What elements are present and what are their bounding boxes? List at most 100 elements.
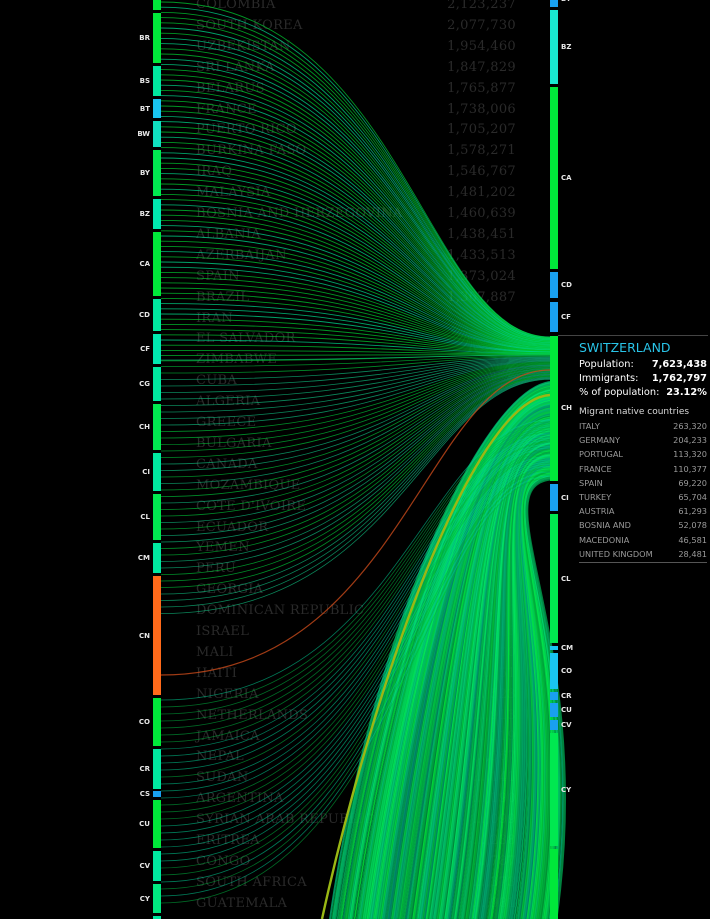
origin-bar[interactable] [153,199,161,229]
origin-name: SPAIN [579,477,603,488]
ranking-country-name: GUATEMALA [196,895,288,911]
destination-code-label: CO [561,667,573,675]
flow-line [160,100,551,343]
destination-bar[interactable] [550,720,558,730]
origin-code-label: BT [139,104,150,113]
destination-bar[interactable] [550,302,558,332]
flow-line [160,369,551,676]
percent-value: 23.12% [666,387,707,398]
flow-line [160,373,551,556]
flow-line [160,63,551,341]
origin-bar[interactable] [153,99,161,118]
flow-line [160,48,551,340]
destination-bar[interactable] [550,646,558,650]
origin-bar[interactable] [153,576,161,695]
destination-bar[interactable] [550,272,558,298]
origin-bar[interactable] [153,791,161,797]
origin-code-label: BS [139,77,150,85]
flow-line [160,365,551,478]
ranking-country-name: ERITREA [196,833,260,848]
destination-code-label: CM [561,644,574,652]
origin-code-label: CH [139,423,150,431]
flow-line [160,451,551,813]
origin-bar[interactable] [153,453,161,491]
origin-bar[interactable] [153,698,161,746]
origin-bar[interactable] [153,232,161,296]
origin-bar[interactable] [153,66,161,96]
destination-bar[interactable] [550,484,558,511]
origin-bar[interactable] [153,916,161,919]
highlight-rule [558,335,708,336]
destination-bar[interactable] [550,10,558,84]
origin-bar[interactable] [153,0,161,10]
origin-bar[interactable] [153,800,161,848]
origin-bar[interactable] [153,543,161,573]
origin-bar[interactable] [153,494,161,540]
destination-bar[interactable] [550,849,558,919]
destination-bar[interactable] [550,733,558,846]
flow-line [160,378,551,608]
destination-bar[interactable] [550,87,558,269]
ranking-country-name: CUBA [196,373,238,389]
ranking-row: GEORGIA [196,582,516,602]
flow-line [160,136,551,345]
destination-bar[interactable] [550,703,558,717]
origin-code-label: CF [140,345,150,353]
flow-line [160,378,551,614]
origin-bar[interactable] [153,334,161,364]
ranking-country-name: ARGENTINA [196,791,284,807]
flow-line [160,372,551,543]
flow-line [160,282,551,352]
origin-code-label: BY [139,169,150,177]
destination-bar[interactable] [550,514,558,643]
flow-line [160,89,551,342]
destination-bar[interactable] [550,336,558,481]
immigrants-value: 1,762,797 [651,373,707,384]
flow-line [160,377,551,595]
flow-line [160,369,551,517]
flow-line [160,225,551,349]
origin-bar[interactable] [153,404,161,450]
ranking-row: FRANCE 1,738,006 [196,102,516,122]
flow-line [160,147,551,345]
flow-line [160,368,551,504]
flow-line [160,105,551,343]
origin-code-label: BW [137,130,150,138]
origin-bar[interactable] [153,884,161,913]
flow-line [160,199,551,348]
flow-line [160,443,551,785]
ranking-row: SOUTH KOREA 2,077,730 [196,18,516,38]
ranking-country-name: FRANCE [196,101,257,117]
origin-value: 28,481 [678,548,707,559]
flow-line [160,329,551,354]
flow-line [160,365,551,471]
origin-bar[interactable] [153,367,161,401]
origin-code-label: BZ [139,210,150,218]
flow-line [160,449,551,806]
origin-bar[interactable] [153,749,161,789]
origin-bar[interactable] [153,13,161,63]
flow-line [160,115,551,344]
flow-line [160,297,551,353]
flow-line [160,358,551,406]
destination-code-label: BZ [561,43,572,51]
destination-bar[interactable] [550,653,558,689]
ranking-country-name: CONGO [196,853,251,869]
origin-bar[interactable] [153,150,161,196]
flow-line [160,152,551,345]
origin-value: 61,293 [678,506,707,517]
ranking-country-name: ECUADOR [196,519,269,535]
origin-code-label: CU [139,820,150,828]
ranking-row: MALAYSIA 1,481,202 [196,185,516,205]
origin-bar[interactable] [153,851,161,881]
origin-bar[interactable] [153,121,161,147]
origin-code-label: CY [139,894,150,903]
origin-code-label: CD [139,311,150,319]
destination-bar[interactable] [550,0,558,7]
ranking-country-value: 1,765,877 [447,80,516,96]
flow-line [160,53,551,341]
origin-bar[interactable] [153,299,161,331]
destination-bar[interactable] [550,692,558,700]
origin-code-label: BR [139,34,150,42]
